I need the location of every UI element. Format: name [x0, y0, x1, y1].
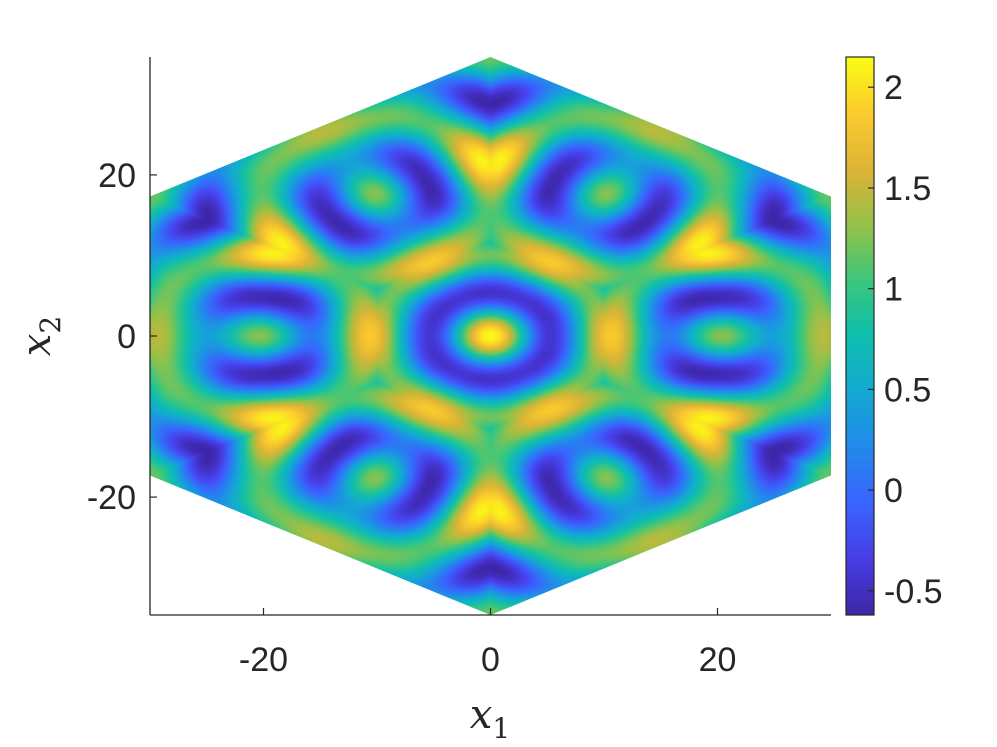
heatmap-field — [150, 57, 831, 615]
x-axis-label: x1 — [470, 692, 510, 745]
colorbar-frame — [845, 56, 875, 616]
colorbar-tick-label: -0.5 — [884, 573, 943, 611]
colorbar-tick-label: 1.5 — [884, 170, 931, 208]
colorbar-tick-label: 0.5 — [884, 371, 931, 409]
x-tick-label: 20 — [699, 641, 737, 679]
y-tick-label: 20 — [98, 157, 136, 195]
colorbar-tick-label: 0 — [884, 472, 903, 510]
colorbar-ticks: -0.5 0 0.5 1 1.5 2 — [868, 69, 943, 611]
colorbar-tick-label: 2 — [884, 69, 903, 107]
x-ticks: -20 0 20 — [239, 608, 736, 679]
y-ticks: -20 0 20 — [87, 157, 157, 517]
colorbar: -0.5 0 0.5 1 1.5 2 — [845, 56, 943, 616]
axes: -20 0 20 -20 0 20 — [87, 57, 831, 679]
y-axis-label: x2 — [14, 316, 67, 356]
y-tick-label: -20 — [87, 479, 136, 517]
y-tick-label: 0 — [117, 318, 136, 356]
colorbar-gradient — [846, 57, 874, 615]
x-tick-label: -20 — [239, 641, 288, 679]
colorbar-tick-label: 1 — [884, 271, 903, 309]
x-tick-label: 0 — [481, 641, 500, 679]
